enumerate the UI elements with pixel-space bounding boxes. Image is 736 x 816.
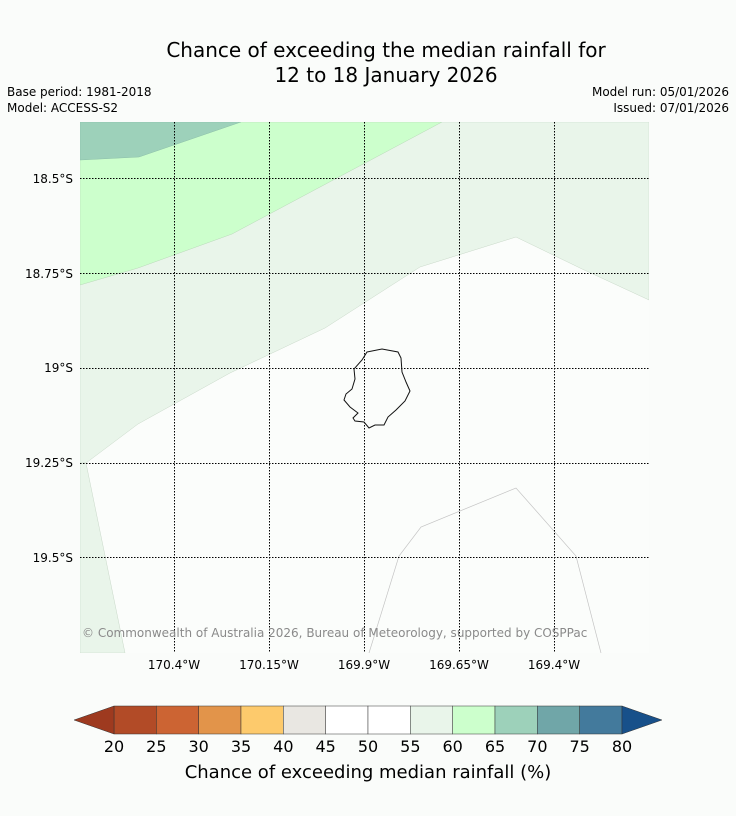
copyright-notice: © Commonwealth of Australia 2026, Bureau…	[82, 626, 587, 640]
colorbar-tick-label: 65	[485, 737, 505, 756]
map-panel: © Commonwealth of Australia 2026, Bureau…	[80, 122, 649, 653]
colorbar-tick-label: 30	[188, 737, 208, 756]
lon-label: 170.4°W	[148, 658, 200, 672]
colorbar-cell	[410, 705, 453, 735]
metadata-left: Base period: 1981-2018 Model: ACCESS-S2	[7, 84, 152, 116]
colorbar-tick-label: 45	[315, 737, 335, 756]
lon-label: 169.65°W	[429, 658, 489, 672]
colorbar-cell	[452, 705, 496, 735]
colorbar-tick-label: 50	[358, 737, 378, 756]
band-65-70	[80, 122, 242, 161]
island-coastline	[343, 348, 411, 429]
lat-label: 18.5°S	[33, 172, 73, 186]
colorbar-tick-label: 20	[104, 737, 124, 756]
lon-label: 169.4°W	[528, 658, 580, 672]
colorbar-cell	[579, 705, 623, 735]
issued-date: Issued: 07/01/2026	[613, 101, 729, 115]
model-run-date: Model run: 05/01/2026	[591, 85, 729, 99]
model-name: Model: ACCESS-S2	[7, 101, 119, 115]
colorbar-tick-label: 40	[273, 737, 293, 756]
graticule	[80, 122, 649, 653]
colorbar-tick-label: 60	[442, 737, 462, 756]
colorbar-extend-low	[73, 705, 115, 735]
colorbar-cells	[113, 705, 623, 735]
colorbar-cell	[537, 705, 580, 735]
colorbar-title: Chance of exceeding median rainfall (%)	[185, 762, 552, 783]
lat-label: 19°S	[44, 361, 73, 375]
lon-label: 170.15°W	[239, 658, 299, 672]
latitude-labels: 18.5°S 18.75°S 19°S 19.25°S 19.5°S	[25, 172, 73, 565]
colorbar-cell	[367, 705, 411, 735]
lat-label: 19.5°S	[33, 551, 73, 565]
colorbar-cell	[494, 705, 538, 735]
colorbar-ticks: 20 25 30 35 40 45 50 55 60 65 70 75 80	[104, 737, 632, 756]
colorbar-tick-label: 75	[569, 737, 589, 756]
contour-lower-right	[368, 487, 602, 653]
colorbar-cell	[325, 705, 369, 735]
longitude-labels: 170.4°W 170.15°W 169.9°W 169.65°W 169.4°…	[148, 658, 580, 672]
colorbar-cell	[156, 705, 199, 735]
colorbar-cell	[113, 705, 157, 735]
colorbar-tick-label: 55	[400, 737, 420, 756]
colorbar-tick-label: 70	[527, 737, 547, 756]
colorbar-tick-label: 80	[612, 737, 632, 756]
map-title: Chance of exceeding the median rainfall …	[0, 38, 736, 88]
colorbar: 20 25 30 35 40 45 50 55 60 65 70 75 80 Chance of exc…	[73, 705, 663, 783]
colorbar-tick-label: 25	[146, 737, 166, 756]
colorbar-tick-label: 35	[231, 737, 251, 756]
colorbar-extend-high	[621, 705, 663, 735]
lon-label: 169.9°W	[338, 658, 390, 672]
colorbar-cell	[198, 705, 242, 735]
metadata-right: Model run: 05/01/2026 Issued: 07/01/2026	[592, 84, 729, 116]
lat-label: 18.75°S	[25, 267, 73, 281]
band-60-65	[80, 122, 443, 286]
base-period: Base period: 1981-2018	[7, 85, 152, 99]
lat-label: 19.25°S	[25, 456, 73, 470]
colorbar-cell	[283, 705, 326, 735]
title-line-2: 12 to 18 January 2026	[274, 63, 498, 87]
colorbar-cell	[240, 705, 284, 735]
title-line-1: Chance of exceeding the median rainfall …	[166, 38, 606, 62]
